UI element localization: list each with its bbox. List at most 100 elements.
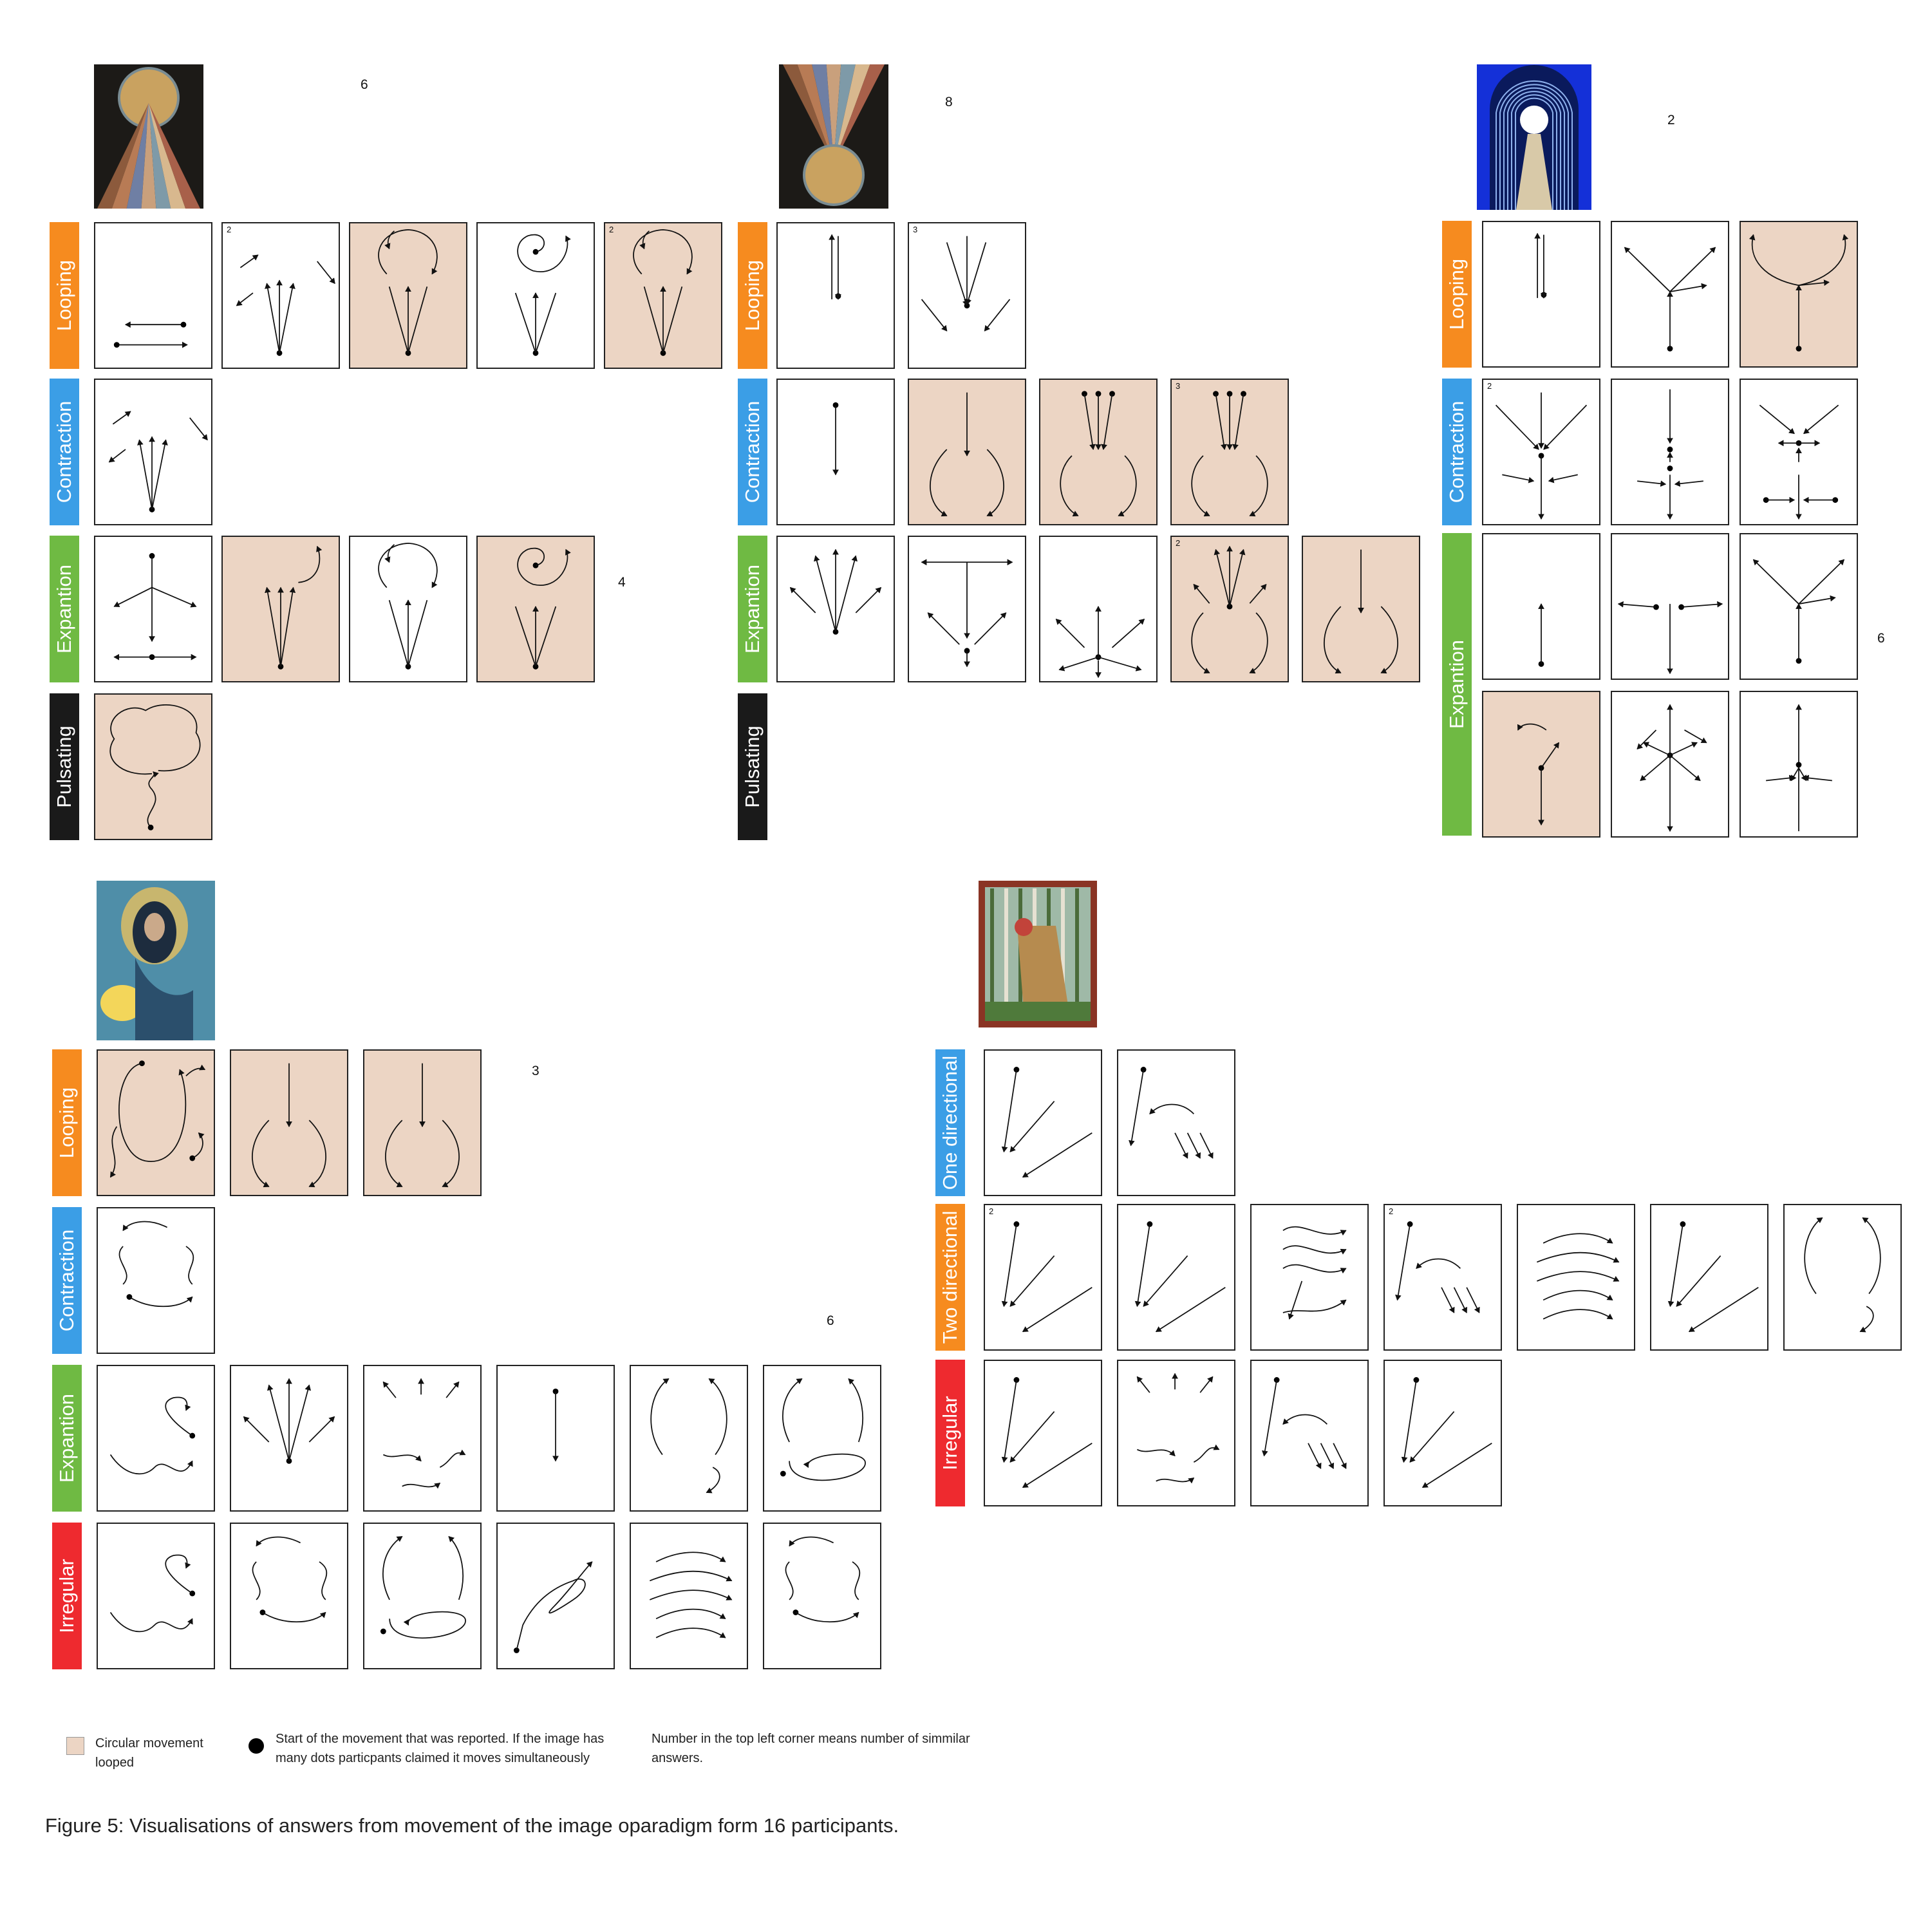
loop-sweep-icon bbox=[380, 1535, 466, 1639]
row-label-expantion: Expantion bbox=[1442, 533, 1472, 836]
group-count: 3 bbox=[532, 1064, 539, 1078]
movement-cell: 2 bbox=[221, 222, 340, 369]
parallel-arcs-icon bbox=[1537, 1233, 1620, 1320]
movement-cell bbox=[1611, 691, 1729, 838]
down-with-arcs-icon bbox=[1324, 549, 1398, 674]
legend-dot-line1: Start of the movement that was reported.… bbox=[276, 1732, 605, 1746]
movement-cell bbox=[94, 222, 212, 369]
row-label-irregular: Irregular bbox=[52, 1523, 82, 1669]
scatter-icon bbox=[382, 1378, 466, 1489]
scribble-icon bbox=[513, 1561, 593, 1653]
fan-up-icon bbox=[108, 411, 208, 512]
row-count: 6 bbox=[1877, 631, 1885, 646]
row-label-text: Pulsating bbox=[53, 726, 75, 808]
movement-cell bbox=[363, 1523, 482, 1669]
diagonal-fan-icon bbox=[1667, 1221, 1759, 1333]
movement-cell bbox=[1117, 1049, 1235, 1196]
start-dot-icon bbox=[249, 1738, 264, 1754]
diagonal-fan-icon bbox=[1401, 1377, 1492, 1488]
legend-dot-line2: many dots particpants claimed it moves s… bbox=[276, 1751, 590, 1765]
diagonal-small-icon bbox=[1129, 1067, 1214, 1159]
movement-cell bbox=[97, 1365, 215, 1512]
burst-bottom-icon bbox=[1055, 606, 1145, 679]
y-fork-loops-icon bbox=[1749, 234, 1849, 352]
cross-spread-icon bbox=[1637, 704, 1707, 832]
movement-cell bbox=[1250, 1360, 1369, 1506]
loop-sweep-icon bbox=[780, 1378, 866, 1481]
row-label-text: Pulsating bbox=[741, 726, 764, 808]
movement-cell bbox=[630, 1365, 748, 1512]
row-label-text: Looping bbox=[1445, 258, 1468, 330]
movement-cell bbox=[763, 1523, 881, 1669]
movement-cell: 2 bbox=[604, 222, 722, 369]
row-label-text: One directional bbox=[939, 1055, 961, 1190]
diagonal-fan-icon bbox=[1001, 1067, 1093, 1178]
similar-answer-count: 2 bbox=[1176, 538, 1181, 548]
row-label-text: Looping bbox=[741, 259, 764, 332]
group-count: 6 bbox=[361, 77, 368, 92]
diagonal-fan-icon bbox=[1134, 1221, 1226, 1333]
movement-cell bbox=[776, 379, 895, 525]
movement-cell bbox=[97, 1523, 215, 1669]
hook-up-icon bbox=[1517, 723, 1560, 826]
diagonal-fan-icon bbox=[1001, 1377, 1093, 1488]
double-vertical-icon bbox=[1534, 232, 1547, 299]
forest-painting bbox=[979, 881, 1097, 1027]
squiggle-icon bbox=[109, 1396, 196, 1475]
movement-cell bbox=[1740, 221, 1858, 368]
movement-cell bbox=[476, 536, 595, 682]
row-label-looping: Looping bbox=[50, 222, 79, 369]
wavy-arcs-icon bbox=[118, 1221, 194, 1308]
single-down-icon bbox=[552, 1388, 559, 1462]
single-down-icon bbox=[832, 402, 839, 476]
movement-cell bbox=[1482, 221, 1600, 368]
movement-cell bbox=[94, 379, 212, 525]
movement-cell bbox=[1250, 1204, 1369, 1351]
down-with-arcs-icon bbox=[385, 1063, 460, 1188]
similar-answer-count: 2 bbox=[989, 1206, 994, 1216]
row-label-looping: Looping bbox=[1442, 221, 1472, 368]
movement-cell bbox=[630, 1523, 748, 1669]
double-vertical-icon bbox=[829, 234, 841, 300]
row-label-text: Expantion bbox=[55, 1394, 78, 1483]
movement-cell bbox=[1482, 533, 1600, 680]
squiggle-icon bbox=[109, 1554, 196, 1633]
movement-cell bbox=[908, 536, 1026, 682]
row-label-contraction: Contraction bbox=[50, 379, 79, 525]
tunnel-painting bbox=[1477, 64, 1591, 210]
fan-with-spiral-icon bbox=[514, 547, 571, 670]
movement-cell bbox=[908, 379, 1026, 525]
row-label-contraction: Contraction bbox=[738, 379, 767, 525]
row-label-text: Expantion bbox=[53, 565, 75, 653]
vertical-dots-icon bbox=[1637, 389, 1703, 520]
row-count: 4 bbox=[618, 575, 626, 590]
movement-cell bbox=[984, 1049, 1102, 1196]
movement-cell bbox=[94, 536, 212, 682]
star-down-icon bbox=[113, 553, 197, 661]
figure-caption: Figure 5: Visualisations of answers from… bbox=[45, 1814, 899, 1837]
movement-cell bbox=[349, 222, 467, 369]
similar-answer-count: 2 bbox=[609, 225, 614, 234]
movement-cell bbox=[1611, 379, 1729, 525]
row-label-irregular: Irregular bbox=[935, 1360, 965, 1506]
down-with-arcs-icon bbox=[252, 1063, 326, 1188]
row-label-text: Contraction bbox=[741, 400, 764, 503]
row-label-text: Contraction bbox=[1445, 400, 1468, 503]
movement-cell bbox=[1740, 533, 1858, 680]
movement-cell bbox=[776, 536, 895, 682]
movement-cell: 3 bbox=[1170, 379, 1289, 525]
row-label-contraction: Contraction bbox=[52, 1207, 82, 1354]
movement-cell bbox=[1383, 1360, 1502, 1506]
wavy-arcs-icon bbox=[252, 1536, 328, 1623]
spike-up-icon bbox=[1766, 704, 1832, 832]
legend-looped: Circular movement looped bbox=[95, 1734, 203, 1772]
legend-dot: Start of the movement that was reported.… bbox=[276, 1729, 604, 1768]
cross-converge-icon bbox=[1759, 404, 1839, 520]
legend-looped-line1: Circular movement bbox=[95, 1736, 203, 1750]
row-label-text: Looping bbox=[53, 259, 75, 332]
similar-answer-count: 3 bbox=[1176, 381, 1181, 391]
fan-with-circle-icon bbox=[378, 229, 438, 356]
y-fork-icon bbox=[1624, 247, 1716, 352]
arc-pair-icon bbox=[1804, 1217, 1881, 1333]
y-converge-icon bbox=[1495, 392, 1588, 520]
